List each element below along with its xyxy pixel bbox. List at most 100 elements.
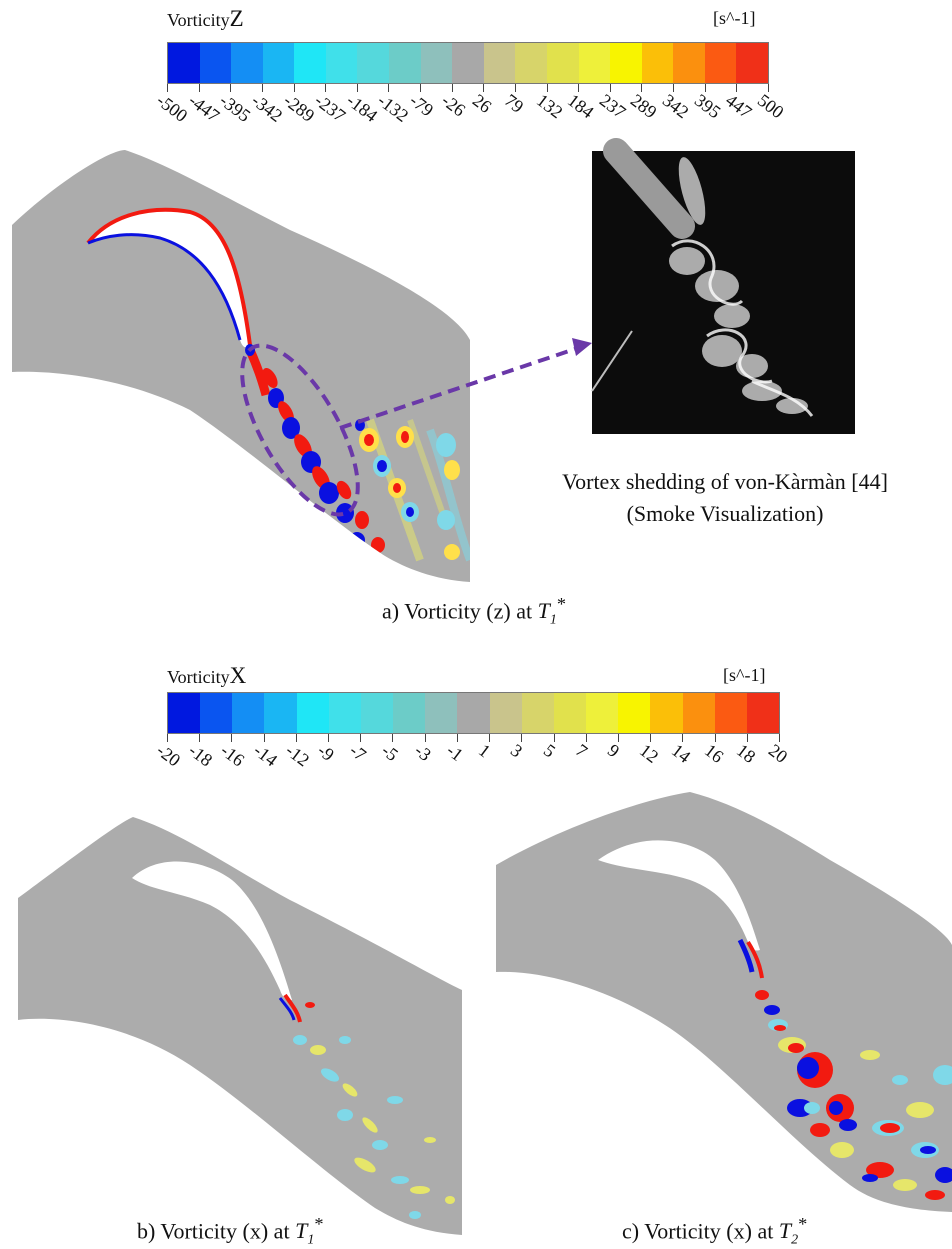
colorbar-tick bbox=[586, 734, 587, 742]
colorbar-z-unit: [s^-1] bbox=[713, 8, 756, 28]
colorbar-tick bbox=[296, 734, 297, 742]
colorbar-tick bbox=[230, 84, 231, 92]
colorbar-tick bbox=[521, 734, 522, 742]
colorbar-swatch bbox=[714, 693, 747, 733]
colorbar-tick bbox=[650, 734, 651, 742]
highlight-ellipse bbox=[240, 343, 360, 517]
colorbar-tick bbox=[425, 734, 426, 742]
colorbar-x bbox=[167, 692, 780, 734]
colorbar-tick bbox=[360, 734, 361, 742]
colorbar-swatch bbox=[489, 693, 522, 733]
smoke-caption: Vortex shedding of von-Kàrmàn [44] (Smok… bbox=[505, 466, 945, 530]
colorbar-tick bbox=[357, 84, 358, 92]
colorbar-tick bbox=[392, 734, 393, 742]
colorbar-swatch bbox=[200, 693, 233, 733]
vortex-street-a bbox=[245, 344, 460, 572]
colorbar-tick bbox=[262, 84, 263, 92]
caption-b: b) Vorticity (x) at T1* bbox=[137, 1214, 324, 1248]
colorbar-z-title: VorticityZ bbox=[167, 6, 244, 31]
colorbar-swatch bbox=[264, 693, 297, 733]
colorbar-swatch bbox=[736, 43, 768, 83]
colorbar-tick bbox=[673, 84, 674, 92]
colorbar-z bbox=[167, 42, 769, 84]
colorbar-tick bbox=[779, 734, 780, 742]
smoke-caption-line1: Vortex shedding of von-Kàrmàn [44] bbox=[562, 469, 888, 494]
colorbar-swatch bbox=[553, 693, 587, 733]
colorbar-swatch bbox=[232, 693, 265, 733]
colorbar-tick bbox=[547, 84, 548, 92]
colorbar-swatch bbox=[168, 693, 201, 733]
colorbar-tick bbox=[768, 84, 769, 92]
colorbar-swatch bbox=[168, 43, 200, 83]
smoke-caption-line2: (Smoke Visualization) bbox=[626, 501, 824, 526]
colorbar-swatch bbox=[578, 43, 611, 83]
caption-c: c) Vorticity (x) at T2* bbox=[622, 1214, 808, 1248]
colorbar-swatch bbox=[296, 693, 329, 733]
colorbar-tick bbox=[388, 84, 389, 92]
colorbar-swatch bbox=[393, 693, 426, 733]
colorbar-tick bbox=[199, 84, 200, 92]
blade-c bbox=[598, 840, 760, 951]
colorbar-tick bbox=[515, 84, 516, 92]
colorbar-tick bbox=[641, 84, 642, 92]
colorbar-swatch bbox=[515, 43, 547, 83]
colorbar-swatch bbox=[425, 693, 458, 733]
domain-c bbox=[496, 792, 952, 1212]
colorbar-tick bbox=[452, 84, 453, 92]
caption-a: a) Vorticity (z) at T1* bbox=[382, 594, 567, 628]
colorbar-z-ticks: -500 -447 -395 -342 -289 -237 -184 -132 -79 -26 26… bbox=[153, 84, 788, 126]
colorbar-tick bbox=[420, 84, 421, 92]
colorbar-tick bbox=[610, 84, 611, 92]
colorbar-swatch bbox=[325, 43, 358, 83]
colorbar-swatch bbox=[420, 43, 453, 83]
colorbar-tick bbox=[264, 734, 265, 742]
colorbar-x-unit: [s^-1] bbox=[723, 665, 766, 685]
colorbar-tick bbox=[682, 734, 683, 742]
colorbar-x-title: VorticityX bbox=[167, 663, 247, 688]
colorbar-tick bbox=[294, 84, 295, 92]
blade-b bbox=[132, 861, 292, 1001]
colorbar-swatch bbox=[610, 43, 642, 83]
colorbar-swatch bbox=[704, 43, 737, 83]
arrow-head-icon bbox=[572, 338, 592, 356]
colorbar-swatch bbox=[521, 693, 554, 733]
colorbar-tick bbox=[325, 84, 326, 92]
blade-a bbox=[88, 209, 250, 348]
colorbar-tick bbox=[747, 734, 748, 742]
colorbar-swatch bbox=[294, 43, 326, 83]
colorbar-tick bbox=[705, 84, 706, 92]
colorbar-swatch bbox=[457, 693, 490, 733]
colorbar-swatch bbox=[231, 43, 263, 83]
wake-c bbox=[737, 938, 952, 1200]
colorbar-tick bbox=[618, 734, 619, 742]
colorbar-swatch bbox=[262, 43, 295, 83]
colorbar-tick bbox=[328, 734, 329, 742]
colorbar-tick bbox=[167, 84, 168, 92]
colorbar-swatch bbox=[389, 43, 421, 83]
colorbar-x-ticks: -20 -18 -16 -14 -12 -9 -7 -5 -3 -1 1 3 5 7 9 12 14 16 18 20 bbox=[153, 734, 791, 770]
colorbar-tick bbox=[489, 734, 490, 742]
colorbar-swatch bbox=[360, 693, 394, 733]
colorbar-tick bbox=[199, 734, 200, 742]
colorbar-tick bbox=[483, 84, 484, 92]
colorbar-swatch bbox=[483, 43, 516, 83]
colorbar-tick bbox=[167, 734, 168, 742]
colorbar-swatch bbox=[199, 43, 232, 83]
colorbar-swatch bbox=[546, 43, 579, 83]
colorbar-swatch bbox=[746, 693, 779, 733]
colorbar-tick bbox=[736, 84, 737, 92]
colorbar-tick bbox=[554, 734, 555, 742]
colorbar-tick bbox=[457, 734, 458, 742]
colorbar-swatch bbox=[328, 693, 361, 733]
annotation-arrow bbox=[339, 346, 579, 430]
colorbar-swatch bbox=[682, 693, 715, 733]
wake-b bbox=[278, 993, 455, 1219]
domain-b bbox=[18, 817, 462, 1235]
colorbar-swatch bbox=[618, 693, 651, 733]
colorbar-swatch bbox=[673, 43, 705, 83]
colorbar-swatch bbox=[357, 43, 390, 83]
colorbar-swatch bbox=[586, 693, 619, 733]
